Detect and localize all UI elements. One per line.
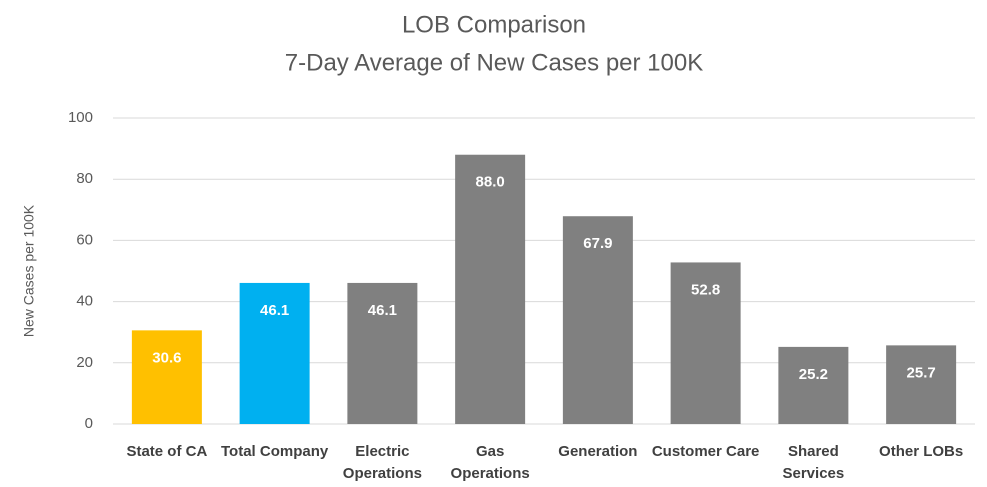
bar	[239, 282, 310, 424]
value-label: 46.1	[368, 302, 397, 319]
y-axis-label: New Cases per 100K	[21, 204, 37, 337]
bar	[455, 154, 526, 424]
bar	[131, 330, 202, 424]
bar	[347, 282, 418, 424]
value-label: 30.6	[152, 349, 181, 366]
y-tick-label: 20	[76, 354, 93, 371]
chart-subtitle: 7-Day Average of New Cases per 100K	[285, 49, 703, 76]
y-tick-label: 80	[76, 170, 93, 187]
bar	[670, 262, 741, 424]
y-tick-label: 40	[76, 293, 93, 310]
bar	[778, 346, 849, 424]
bar	[562, 216, 633, 424]
x-tick-label: Electric Operations	[342, 443, 422, 482]
value-label: 46.1	[260, 302, 289, 319]
x-tick-label: Gas Operations	[450, 443, 530, 482]
chart-title: LOB Comparison	[402, 11, 586, 38]
value-label: 67.9	[583, 235, 612, 252]
value-label: 25.2	[799, 366, 828, 383]
x-tick-label: Other LOBs	[879, 443, 964, 460]
y-tick-label: 60	[76, 231, 93, 248]
y-tick-label: 0	[85, 415, 93, 432]
x-tick-label: State of CA	[126, 443, 208, 460]
x-tick-label: Customer Care	[651, 443, 760, 460]
x-tick-label: Total Company	[221, 443, 329, 460]
bar	[886, 345, 957, 424]
x-tick-label: Shared Services	[782, 443, 845, 482]
value-label: 88.0	[476, 174, 505, 191]
value-label: 52.8	[691, 281, 720, 298]
value-label: 25.7	[907, 364, 936, 381]
y-tick-label: 100	[68, 109, 93, 126]
x-tick-label: Generation	[558, 443, 638, 460]
